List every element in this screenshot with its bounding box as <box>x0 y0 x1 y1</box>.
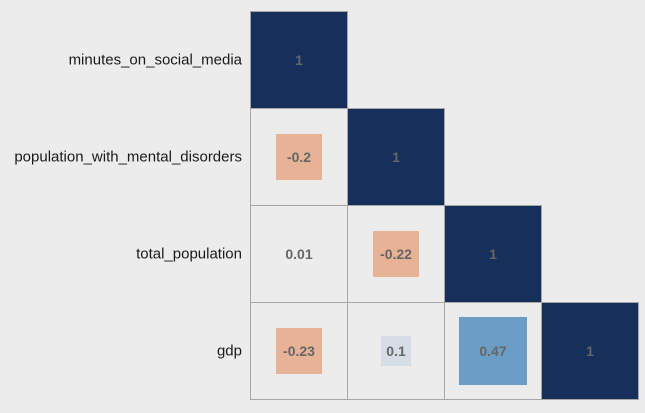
value-label: 1 <box>489 246 497 262</box>
value-label: -0.2 <box>287 149 311 165</box>
value-label: -0.22 <box>380 246 412 262</box>
row-label: total_population <box>136 246 242 263</box>
value-label: 0.47 <box>479 343 506 359</box>
row-label: minutes_on_social_media <box>69 52 243 69</box>
correlation-square <box>381 336 411 366</box>
correlation-square <box>373 231 419 277</box>
value-label: -0.23 <box>283 343 315 359</box>
value-label: 0.01 <box>285 246 312 262</box>
correlation-square <box>250 11 348 109</box>
row-labels: minutes_on_social_media population_with_m… <box>14 52 242 360</box>
heatmap-cells: 1 -0.2 1 0.01 -0.22 1 -0.23 0.1 0.47 1 <box>250 11 639 400</box>
value-label: 1 <box>586 343 594 359</box>
value-label: 1 <box>295 52 303 68</box>
correlation-square <box>276 134 322 180</box>
value-label: 1 <box>392 149 400 165</box>
row-label: gdp <box>217 343 242 360</box>
correlation-square <box>276 328 322 374</box>
correlation-square <box>541 302 639 400</box>
row-label: population_with_mental_disorders <box>14 149 242 166</box>
correlation-square <box>459 317 527 385</box>
value-label: 0.1 <box>386 343 406 359</box>
